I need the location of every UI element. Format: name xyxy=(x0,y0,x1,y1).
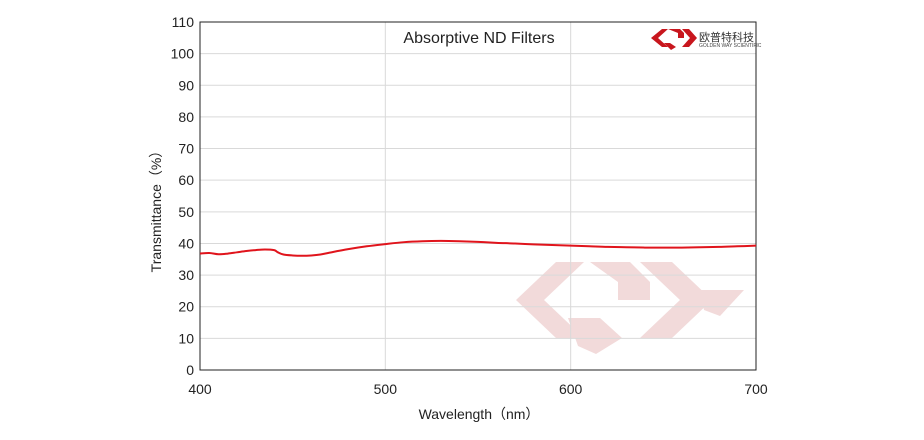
watermark-right-chevron xyxy=(640,262,712,338)
watermark-bottom-block xyxy=(568,318,622,354)
y-axis-label: Transmittance（%） xyxy=(148,144,164,273)
y-tick-label: 110 xyxy=(172,14,195,30)
y-tick-label: 80 xyxy=(178,109,194,125)
series-group xyxy=(199,239,757,257)
x-tick-label: 400 xyxy=(188,381,212,397)
y-tick-label: 60 xyxy=(178,172,194,188)
y-tick-label: 20 xyxy=(178,299,194,315)
y-tick-label: 70 xyxy=(178,141,194,157)
grid-lines xyxy=(200,22,756,370)
watermark-logo xyxy=(516,262,744,354)
x-tick-label: 600 xyxy=(559,381,583,397)
transmittance-series-line xyxy=(199,239,757,257)
watermark-left-chevron xyxy=(516,262,584,338)
y-tick-label: 50 xyxy=(178,204,194,220)
x-axis-label: Wavelength（nm） xyxy=(419,406,540,422)
company-logo: 欧普特科技 GOLDEN WAY SCIENTIFIC xyxy=(651,29,762,50)
x-tick-label: 500 xyxy=(374,381,398,397)
y-tick-label: 0 xyxy=(186,362,194,378)
logo-chinese-name: 欧普特科技 xyxy=(699,30,754,44)
logo-english-name: GOLDEN WAY SCIENTIFIC xyxy=(699,43,762,49)
x-tick-label: 700 xyxy=(744,381,768,397)
y-tick-label: 40 xyxy=(178,235,194,251)
y-tick-label: 10 xyxy=(178,330,194,346)
watermark-right-tail xyxy=(700,290,744,316)
y-tick-label: 30 xyxy=(178,267,194,283)
plot-frame xyxy=(199,21,757,371)
y-tick-label: 100 xyxy=(171,46,195,62)
logo-mark-icon xyxy=(651,29,697,50)
y-tick-label: 90 xyxy=(178,77,194,93)
watermark-center-block xyxy=(590,262,650,300)
chart-title: Absorptive ND Filters xyxy=(403,30,554,47)
y-tick-labels: 0 10 20 30 40 50 60 70 80 90 100 110 xyxy=(171,14,195,378)
x-tick-labels: 400 500 600 700 xyxy=(188,381,768,397)
